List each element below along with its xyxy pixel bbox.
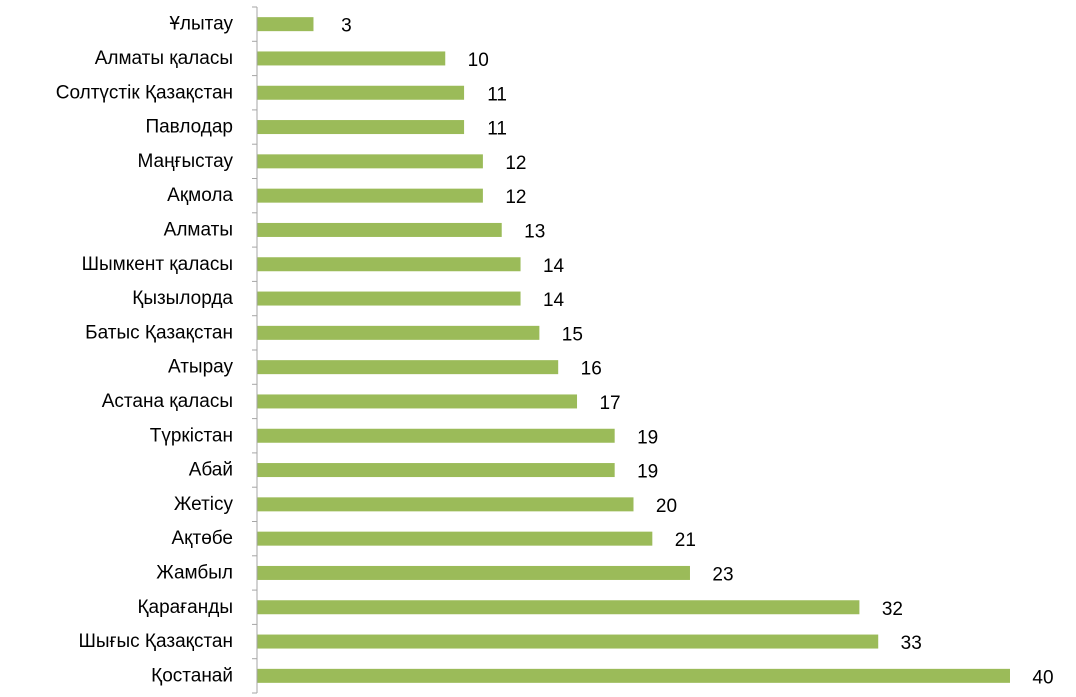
category-label: Ақтөбе xyxy=(172,528,234,549)
bar xyxy=(257,291,521,306)
value-label: 20 xyxy=(656,496,677,517)
value-label: 11 xyxy=(487,119,507,140)
value-label: 19 xyxy=(637,462,658,483)
bar xyxy=(257,497,634,512)
category-label: Абай xyxy=(189,460,233,481)
value-label: 15 xyxy=(562,324,583,345)
category-label: Шығыс Қазақстан xyxy=(79,631,234,652)
value-label: 19 xyxy=(637,427,658,448)
bar xyxy=(257,531,653,546)
category-axis xyxy=(252,6,258,694)
bars-group xyxy=(257,17,1010,683)
category-label: Қарағанды xyxy=(137,597,233,618)
category-label: Атырау xyxy=(168,357,234,378)
value-label: 40 xyxy=(1032,667,1053,688)
value-label: 21 xyxy=(675,530,696,551)
category-label: Маңғыстау xyxy=(137,151,233,172)
bar xyxy=(257,463,615,478)
value-labels: 3 10 11 11 12 12 13 14 14 15 16 17 19 19 20 21 23 32 33 40 xyxy=(341,16,1053,689)
category-label: Солтүстік Қазақстан xyxy=(56,82,233,103)
category-label: Жетісу xyxy=(174,494,234,515)
category-labels: Ұлытау Алматы қаласы Солтүстік Қазақстан Па… xyxy=(56,14,234,687)
bar xyxy=(257,600,860,615)
value-label: 3 xyxy=(341,16,352,37)
category-label: Жамбыл xyxy=(156,562,233,583)
value-label: 32 xyxy=(882,599,903,620)
category-label: Павлодар xyxy=(145,117,233,138)
value-label: 16 xyxy=(581,359,602,380)
category-label: Батыс Қазақстан xyxy=(85,322,233,343)
category-label: Алматы xyxy=(164,219,233,240)
bar xyxy=(257,154,483,169)
category-label: Қостанай xyxy=(151,665,233,686)
value-label: 12 xyxy=(505,187,526,208)
category-label: Ұлытау xyxy=(169,14,233,35)
value-label: 13 xyxy=(524,221,545,242)
bar xyxy=(257,360,559,375)
value-label: 12 xyxy=(505,153,526,174)
value-label: 10 xyxy=(468,50,489,71)
bar xyxy=(257,85,465,100)
category-label: Астана қаласы xyxy=(102,391,233,412)
bar xyxy=(257,17,314,32)
bar xyxy=(257,325,540,340)
bar xyxy=(257,120,465,135)
category-label: Алматы қаласы xyxy=(95,48,233,69)
value-label: 14 xyxy=(543,290,565,311)
category-label: Қызылорда xyxy=(132,288,233,309)
bar xyxy=(257,222,502,237)
bar xyxy=(257,257,521,272)
bar xyxy=(257,394,578,409)
bar xyxy=(257,565,690,580)
category-label: Ақмола xyxy=(167,185,233,206)
category-label: Түркістан xyxy=(150,425,233,446)
value-label: 33 xyxy=(901,633,922,654)
value-label: 23 xyxy=(712,564,733,585)
bar xyxy=(257,428,615,443)
value-label: 14 xyxy=(543,256,565,277)
value-label: 11 xyxy=(487,84,507,105)
bar xyxy=(257,634,879,649)
bar xyxy=(257,668,1010,683)
value-label: 17 xyxy=(599,393,620,414)
bar xyxy=(257,51,446,66)
bar xyxy=(257,188,483,203)
category-label: Шымкент қаласы xyxy=(82,254,233,275)
